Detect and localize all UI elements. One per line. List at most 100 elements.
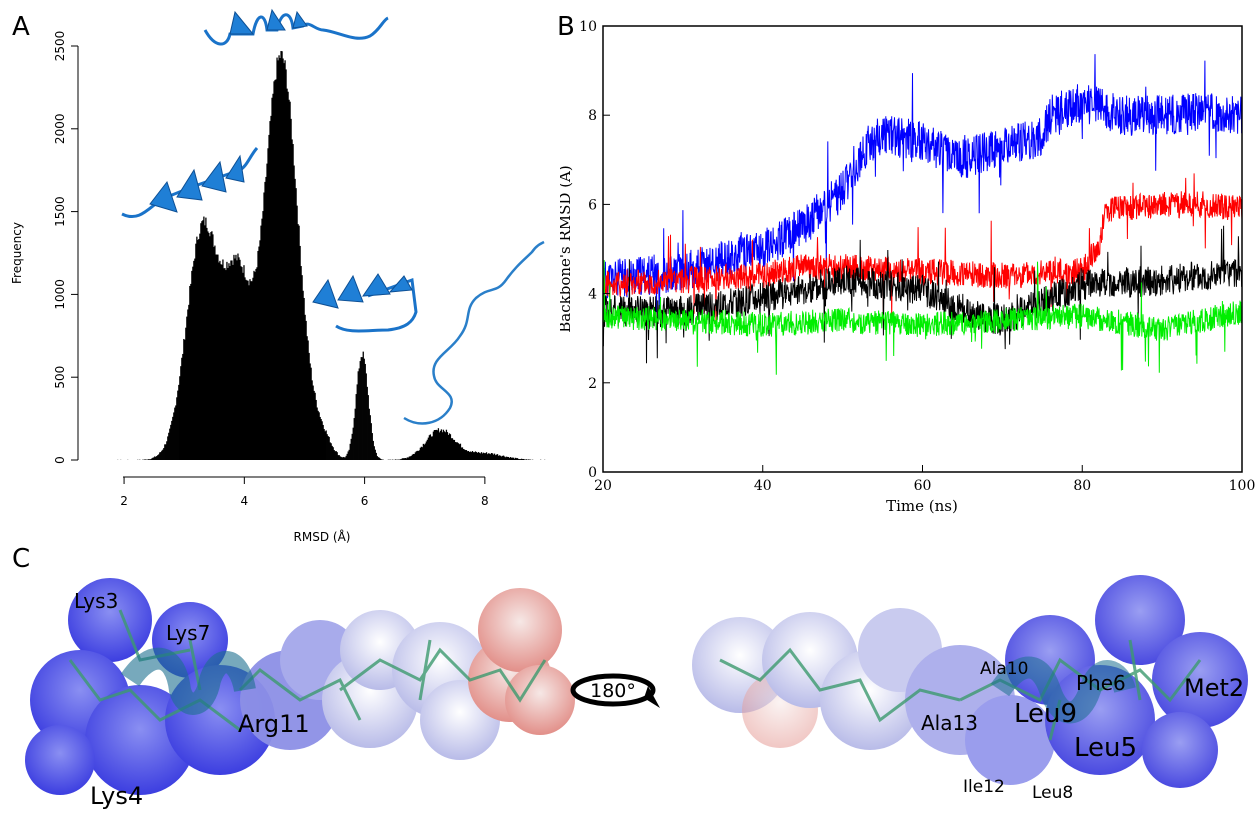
histogram-bar	[239, 259, 241, 460]
histogram-bar	[311, 380, 313, 460]
histogram-bar	[455, 442, 458, 460]
histogram-bar	[170, 424, 172, 460]
histogram-bar	[338, 455, 340, 460]
histogram-bar	[355, 394, 357, 460]
histogram-bar	[268, 134, 270, 460]
histogram-bar	[445, 429, 448, 460]
rmsd-series-line	[603, 225, 1242, 364]
histogram-bar	[372, 440, 374, 460]
histogram-bar	[302, 290, 304, 460]
histogram-bar	[144, 459, 146, 460]
histogram-bar	[371, 433, 373, 460]
histogram-bar	[507, 456, 510, 460]
histogram-bar	[306, 336, 308, 460]
histogram-bar	[300, 266, 302, 460]
histogram-bar	[370, 423, 372, 460]
histogram-bar	[339, 456, 341, 460]
peptide-surface-left	[25, 578, 575, 795]
histogram-bar	[180, 366, 182, 460]
y-tick-label: 2500	[53, 31, 67, 62]
histogram-bar	[333, 450, 335, 460]
histogram-bar	[479, 453, 482, 460]
x-tick-label: 6	[361, 494, 369, 508]
histogram-bar	[315, 399, 317, 460]
histogram-bar	[353, 418, 355, 460]
histogram-bar	[255, 268, 257, 460]
histogram-bar	[488, 453, 491, 460]
histogram-bar	[253, 270, 255, 460]
histogram-bar	[234, 258, 236, 460]
histogram-bar	[195, 243, 197, 460]
histogram-bar	[358, 368, 360, 460]
histogram-bar	[449, 434, 452, 460]
histogram-bar	[419, 447, 422, 460]
histogram-bar	[245, 279, 247, 460]
histogram-bar	[487, 453, 490, 460]
histogram-chart: 2 4 6 8 0 500 1000 1500 2000 2500 RMSD (Å) Frequ…	[10, 8, 546, 544]
histogram-bar	[156, 456, 158, 460]
histogram-bar	[342, 456, 344, 460]
histogram-bar	[374, 449, 376, 460]
histogram-bar	[402, 458, 404, 460]
histogram-bar	[500, 456, 503, 460]
histogram-bar	[513, 458, 516, 460]
histogram-bar	[215, 254, 217, 460]
histogram-bar	[149, 459, 151, 460]
histogram-bar	[257, 250, 259, 460]
histogram-bar	[164, 444, 166, 460]
histogram-bar	[185, 327, 187, 460]
histogram-bar	[407, 457, 409, 460]
histogram-bar	[282, 58, 284, 461]
residue-label-leu5: Leu5	[1074, 733, 1137, 763]
histogram-bar	[403, 458, 405, 460]
histogram-bar	[220, 264, 222, 460]
histogram-bar	[280, 50, 282, 460]
x-tick-label: 2	[120, 494, 128, 508]
histogram-bar	[450, 438, 453, 460]
histogram-bar	[325, 430, 327, 460]
histogram-bar	[361, 357, 363, 460]
histogram-bar	[357, 371, 359, 460]
histogram-bar	[334, 451, 336, 460]
histogram-bar	[205, 217, 207, 460]
histogram-bar	[485, 452, 488, 460]
histogram-bar	[286, 88, 288, 460]
histogram-bar	[265, 176, 267, 460]
histogram-bar	[259, 240, 261, 460]
histogram-bar	[519, 459, 522, 460]
histogram-bar	[452, 439, 455, 460]
residue-label-ala10: Ala10	[980, 659, 1028, 679]
y-tick-label: 4	[588, 287, 597, 303]
histogram-bar	[232, 264, 234, 460]
histogram-bar	[166, 441, 168, 460]
histogram-bar	[475, 452, 478, 460]
histogram-bar	[413, 454, 416, 460]
histogram-bar	[503, 456, 506, 460]
histogram-bar	[502, 455, 505, 460]
histogram-bar	[189, 285, 191, 460]
panel-c-letter: C	[12, 544, 31, 574]
histogram-bar	[289, 101, 291, 461]
histogram-bar	[404, 457, 406, 460]
histogram-bar	[414, 452, 417, 460]
residue-label-ile12: Ile12	[963, 777, 1005, 797]
y-tick-label: 0	[588, 465, 597, 481]
histogram-bar	[184, 339, 186, 460]
histogram-bar	[474, 451, 477, 460]
histogram-bar	[167, 436, 169, 460]
rmsd-time-chart: 20 40 60 80 100 0 2 4 6 8 10 Time (ns) Backbone's…	[560, 19, 1255, 515]
histogram-bar	[267, 148, 269, 460]
histogram-bar	[465, 450, 468, 460]
residue-label-lys7: Lys7	[166, 621, 210, 645]
histogram-bar	[360, 357, 362, 460]
helix-cartoon-icon	[121, 147, 259, 218]
histogram-bar	[179, 376, 181, 460]
histogram-bar	[424, 443, 427, 460]
histogram-bar	[482, 452, 485, 460]
histogram-bar	[192, 266, 194, 460]
histogram-bar	[318, 412, 320, 460]
histogram-bar	[296, 205, 298, 460]
histogram-bar	[271, 97, 273, 460]
histogram-bar	[454, 442, 457, 460]
histogram-bar	[229, 266, 231, 460]
